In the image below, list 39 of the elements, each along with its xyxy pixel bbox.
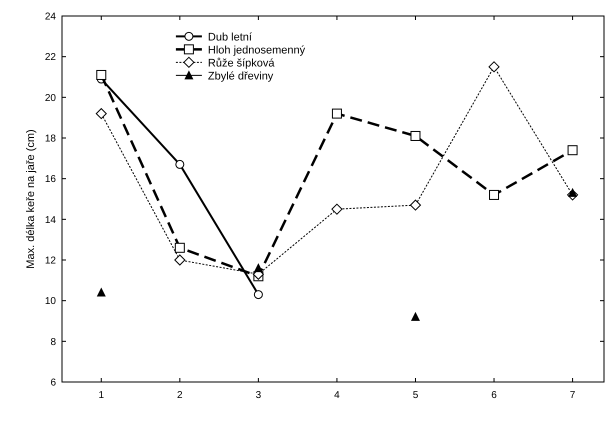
point — [175, 160, 184, 169]
x-tick-label: 2 — [177, 390, 184, 401]
point — [254, 263, 263, 272]
y-tick-label: 18 — [44, 134, 56, 144]
point — [331, 204, 342, 215]
y-tick-label: 8 — [50, 336, 56, 348]
point — [489, 190, 500, 200]
y-tick-label: 10 — [44, 296, 56, 308]
point — [488, 61, 500, 72]
point — [410, 130, 420, 141]
legend-label: Dub letní — [208, 31, 253, 44]
point — [174, 242, 185, 253]
x-tick-label: 5 — [412, 390, 419, 401]
x-tick-label: 3 — [256, 390, 262, 401]
y-tick-label: 14 — [44, 214, 56, 226]
point — [96, 288, 106, 297]
point — [568, 145, 578, 156]
point — [410, 312, 420, 321]
x-tick-label: 1 — [98, 390, 104, 401]
y-tick-label: 22 — [44, 52, 56, 64]
legend-label: Růže šípková — [208, 57, 276, 70]
y-axis-title: Max. délka keře na jaře (cm) — [25, 129, 37, 269]
point — [96, 108, 107, 120]
legend-label: Zbylé dřeviny — [208, 70, 274, 82]
point — [96, 70, 106, 80]
x-tick-label: 7 — [570, 390, 576, 401]
point — [410, 200, 421, 211]
y-tick-label: 12 — [44, 256, 56, 266]
y-tick-label: 16 — [44, 174, 56, 186]
legend-label: Hloh jednosemenný — [208, 44, 306, 56]
point — [254, 290, 263, 300]
point — [174, 254, 186, 266]
point — [332, 108, 342, 119]
y-tick-label: 20 — [44, 92, 56, 104]
x-tick-label: 4 — [334, 390, 340, 401]
x-tick-label: 6 — [491, 390, 498, 401]
point — [568, 188, 578, 197]
y-tick-label: 6 — [50, 378, 56, 388]
y-tick-label: 24 — [44, 12, 56, 22]
